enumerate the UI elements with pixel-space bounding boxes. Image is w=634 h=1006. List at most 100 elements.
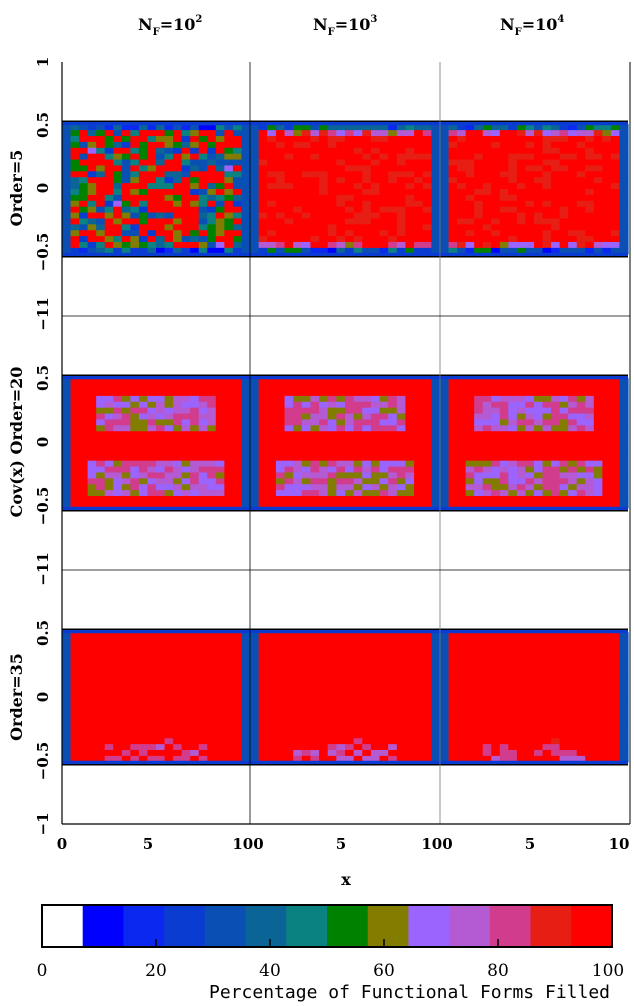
heatmap-cell bbox=[602, 472, 612, 479]
heatmap-cell bbox=[593, 484, 603, 491]
heatmap-cell bbox=[379, 419, 389, 426]
heatmap-cell bbox=[241, 726, 251, 733]
heatmap-cell bbox=[198, 708, 208, 716]
heatmap-cell bbox=[181, 200, 191, 208]
heatmap-cell bbox=[198, 655, 208, 663]
heatmap-cell bbox=[457, 667, 467, 675]
heatmap-cell bbox=[173, 702, 183, 710]
heatmap-cell bbox=[414, 136, 424, 143]
heatmap-cell bbox=[224, 466, 234, 474]
heatmap-cell bbox=[319, 165, 329, 172]
heatmap-cell bbox=[482, 714, 492, 722]
heatmap-cell bbox=[173, 749, 183, 757]
heatmap-cell bbox=[164, 141, 174, 149]
heatmap-cell bbox=[542, 153, 552, 161]
heatmap-cell bbox=[619, 708, 629, 716]
heatmap-cell bbox=[491, 454, 501, 462]
heatmap-cell bbox=[525, 744, 535, 751]
heatmap-cell bbox=[164, 749, 174, 757]
heatmap-cell bbox=[534, 212, 544, 220]
heatmap-cell bbox=[215, 661, 225, 669]
heatmap-cell bbox=[301, 141, 312, 149]
heatmap-cell bbox=[327, 425, 337, 432]
heatmap-cell bbox=[551, 714, 561, 722]
heatmap-cell bbox=[542, 644, 552, 651]
heatmap-cell bbox=[258, 673, 268, 680]
heatmap-cell bbox=[121, 241, 131, 249]
heatmap-cell bbox=[345, 667, 355, 675]
heatmap-cell bbox=[422, 443, 432, 450]
heatmap-cell bbox=[474, 685, 484, 692]
heatmap-cell bbox=[516, 378, 527, 385]
heatmap-cell bbox=[113, 407, 123, 415]
heatmap-cell bbox=[232, 431, 243, 438]
heatmap-cell bbox=[104, 136, 114, 143]
heatmap-cell bbox=[173, 130, 183, 137]
heatmap-cell bbox=[207, 649, 217, 657]
heatmap-cell bbox=[534, 425, 544, 432]
heatmap-cell bbox=[336, 378, 346, 385]
heatmap-cell bbox=[542, 206, 552, 214]
heatmap-cell bbox=[610, 183, 621, 190]
heatmap-cell bbox=[156, 490, 166, 497]
heatmap-cell bbox=[405, 472, 415, 479]
heatmap-cell bbox=[422, 437, 432, 444]
heatmap-cell bbox=[525, 443, 535, 450]
heatmap-cell bbox=[181, 484, 191, 491]
heatmap-cell bbox=[534, 655, 544, 663]
heatmap-cell bbox=[422, 472, 432, 479]
heatmap-cell bbox=[301, 437, 312, 444]
heatmap-cell bbox=[353, 206, 363, 214]
heatmap-cell bbox=[181, 714, 191, 722]
heatmap-cell bbox=[310, 194, 320, 202]
heatmap-cell bbox=[336, 153, 346, 161]
heatmap-cell bbox=[156, 644, 166, 651]
heatmap-cell bbox=[345, 183, 355, 190]
heatmap-cell bbox=[440, 448, 450, 456]
heatmap-cell bbox=[525, 241, 535, 249]
heatmap-cell bbox=[396, 437, 407, 444]
heatmap-cell bbox=[396, 124, 407, 131]
heatmap-cell bbox=[198, 667, 208, 675]
heatmap-cell bbox=[491, 407, 501, 415]
heatmap-cell bbox=[525, 206, 535, 214]
heatmap-cell bbox=[414, 702, 424, 710]
heatmap-cell bbox=[576, 702, 586, 710]
heatmap-cell bbox=[258, 200, 268, 208]
heatmap-cell bbox=[190, 124, 200, 131]
heatmap-cell bbox=[576, 749, 586, 757]
heatmap-cell bbox=[241, 224, 251, 231]
heatmap-cell bbox=[198, 484, 208, 491]
heatmap-cell bbox=[353, 490, 363, 497]
heatmap-cell bbox=[215, 177, 225, 184]
heatmap-cell bbox=[422, 744, 432, 751]
heatmap-cell bbox=[602, 177, 612, 184]
heatmap-cell bbox=[173, 495, 183, 503]
heatmap-cell bbox=[388, 702, 398, 710]
heatmap-cell bbox=[534, 679, 544, 686]
heatmap-cell bbox=[70, 443, 80, 450]
heatmap-cell bbox=[508, 425, 518, 432]
heatmap-cell bbox=[130, 165, 140, 172]
heatmap-cell bbox=[147, 738, 157, 745]
heatmap-cell bbox=[576, 501, 586, 509]
heatmap-cell bbox=[301, 419, 312, 426]
heatmap-cell bbox=[396, 691, 407, 698]
heatmap-cell bbox=[345, 390, 355, 397]
heatmap-cell bbox=[370, 495, 381, 503]
heatmap-cell bbox=[79, 638, 89, 645]
heatmap-cell bbox=[379, 448, 389, 456]
heatmap-cell bbox=[224, 230, 234, 237]
heatmap-cell bbox=[559, 241, 569, 249]
heatmap-cell bbox=[215, 644, 225, 651]
heatmap-cell bbox=[585, 638, 595, 645]
heatmap-cell bbox=[215, 460, 225, 468]
heatmap-cell bbox=[258, 720, 268, 728]
heatmap-cell bbox=[275, 749, 286, 757]
heatmap-cell bbox=[121, 443, 131, 450]
heatmap-cell bbox=[138, 661, 149, 669]
heatmap-cell bbox=[559, 177, 569, 184]
heatmap-cell bbox=[440, 419, 450, 426]
heatmap-cell bbox=[293, 437, 303, 444]
heatmap-cell bbox=[431, 124, 441, 131]
